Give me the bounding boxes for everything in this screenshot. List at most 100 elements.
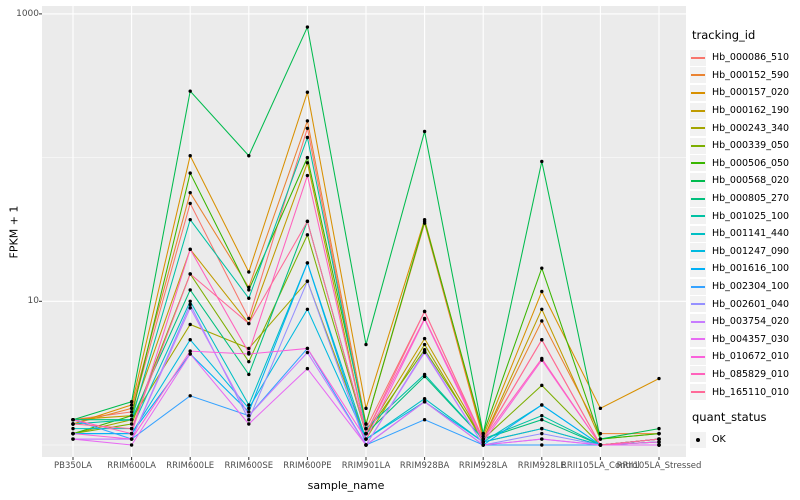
legend-item-label: Hb_000568_020	[712, 175, 790, 187]
legend-item-label: Hb_003754_020	[712, 316, 790, 328]
legend-item-label: Hb_000506_050	[712, 157, 790, 169]
data-point	[305, 155, 310, 160]
data-point	[188, 299, 192, 303]
data-point	[188, 171, 192, 175]
data-point	[129, 403, 134, 407]
legend-item-label: Hb_165110_010	[712, 386, 790, 398]
legend-key	[690, 67, 706, 84]
legend: tracking_id Hb_000086_510 Hb_000152_590 Hb…	[690, 28, 800, 448]
data-point	[422, 316, 427, 321]
data-point	[657, 440, 661, 444]
legend-key	[690, 102, 706, 119]
data-point	[129, 406, 134, 411]
data-point	[540, 426, 544, 431]
data-point	[247, 285, 251, 290]
data-point	[129, 422, 134, 426]
data-point	[71, 417, 75, 422]
legend-line-icon	[691, 338, 705, 341]
legend-line-icon	[691, 373, 705, 376]
data-point	[247, 410, 251, 414]
data-point	[247, 359, 251, 364]
legend-key	[690, 208, 706, 225]
legend-item: Hb_000805_270	[690, 190, 800, 208]
data-point	[422, 417, 427, 422]
legend-item-label: Hb_001247_090	[712, 245, 790, 257]
data-point	[481, 443, 485, 447]
data-point	[247, 403, 251, 407]
data-point	[247, 406, 251, 411]
data-point	[129, 410, 134, 414]
legend-line-icon	[691, 109, 705, 112]
legend-line-icon	[691, 127, 705, 130]
legend-item-label: Hb_002601_040	[712, 298, 790, 310]
legend-item: Hb_000568_020	[690, 172, 800, 190]
legend-line-icon	[691, 232, 705, 235]
legend-item: Hb_003754_020	[690, 313, 800, 331]
data-point	[129, 417, 134, 422]
data-point	[129, 413, 134, 418]
data-point	[305, 233, 310, 237]
quant-status-label: OK	[712, 434, 726, 446]
legend-title-tracking-id: tracking_id	[692, 28, 756, 42]
legend-item-label: Hb_001025_100	[712, 210, 790, 222]
data-point	[188, 190, 192, 195]
data-point	[540, 417, 544, 422]
data-point	[305, 90, 310, 94]
legend-line-icon	[691, 303, 705, 306]
data-point	[247, 270, 251, 274]
legend-item: Hb_004357_030	[690, 331, 800, 349]
data-point	[364, 406, 368, 411]
data-point	[305, 366, 310, 371]
data-point	[540, 307, 544, 311]
legend-item: Hb_010672_010	[690, 348, 800, 366]
data-point	[481, 431, 485, 436]
legend-line-icon	[691, 250, 705, 253]
legend-line-icon	[691, 267, 705, 270]
data-point	[247, 372, 251, 377]
data-point	[247, 350, 251, 355]
data-point	[422, 350, 427, 355]
data-point	[188, 306, 192, 310]
data-point	[305, 25, 310, 29]
legend-line-icon	[691, 355, 705, 358]
data-point	[188, 338, 192, 342]
legend-item: Hb_002601_040	[690, 295, 800, 313]
data-point	[540, 431, 544, 436]
data-point	[71, 437, 75, 441]
legend-item: Hb_001247_090	[690, 243, 800, 261]
data-point	[598, 437, 603, 441]
data-point	[364, 443, 368, 447]
data-point	[305, 126, 310, 130]
legend-item: Hb_001616_100	[690, 260, 800, 278]
data-point	[188, 247, 192, 252]
data-point	[598, 406, 603, 411]
data-point	[188, 302, 192, 307]
data-point	[540, 338, 544, 342]
legend-item: Hb_000339_050	[690, 137, 800, 155]
legend-item-label: Hb_000805_270	[712, 193, 790, 205]
legend-item: Hb_001141_440	[690, 225, 800, 243]
legend-key	[690, 366, 706, 383]
data-point	[422, 372, 427, 377]
legend-item: Hb_002304_100	[690, 278, 800, 296]
data-point	[540, 403, 544, 407]
legend-line-icon	[691, 162, 705, 165]
legend-item-label: Hb_000152_590	[712, 69, 790, 81]
legend-item-label: Hb_000162_190	[712, 105, 790, 117]
data-point	[247, 413, 251, 418]
data-point	[481, 440, 485, 444]
legend-item-label: Hb_010672_010	[712, 351, 790, 363]
legend-item-label: Hb_000086_510	[712, 52, 790, 64]
legend-line-icon	[691, 197, 705, 200]
quant-status-items: OK	[690, 431, 800, 449]
data-point	[598, 443, 603, 447]
data-point	[540, 413, 544, 418]
data-point	[247, 417, 251, 422]
data-point	[657, 437, 661, 441]
data-point	[305, 346, 310, 351]
data-point	[247, 321, 251, 326]
data-point	[129, 437, 134, 441]
legend-key	[690, 49, 706, 66]
